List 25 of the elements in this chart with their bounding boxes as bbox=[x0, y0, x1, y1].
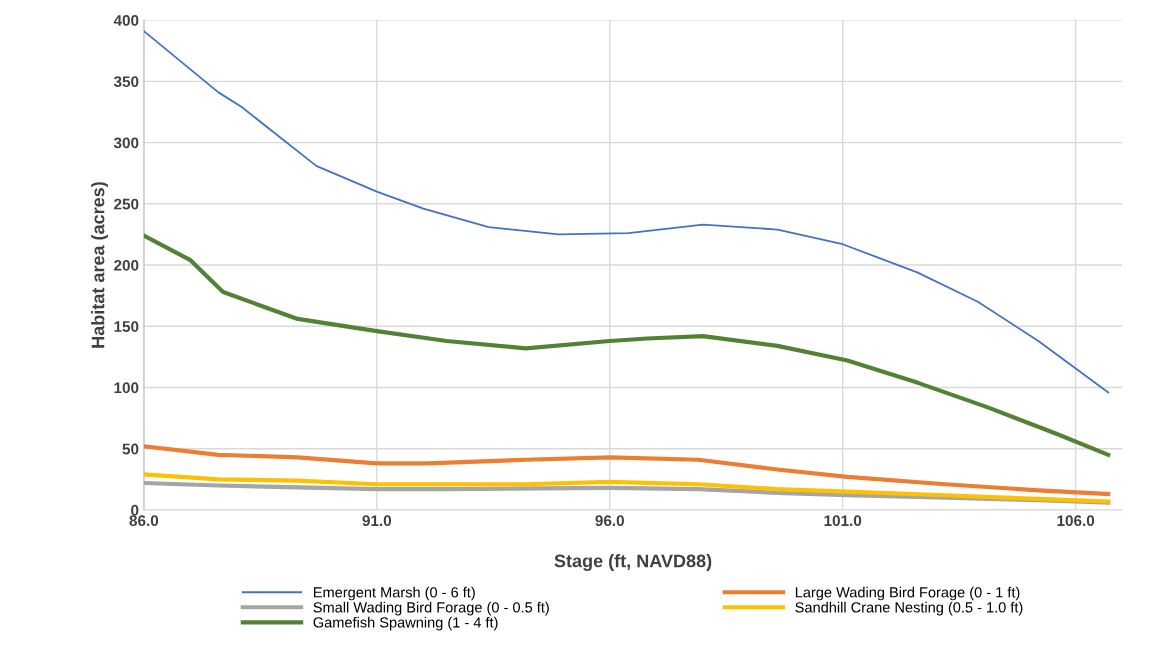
y-tick-label: 150 bbox=[114, 321, 139, 332]
line-series bbox=[143, 233, 1111, 457]
legend-label: Gamefish Spawning (1 - 4 ft) bbox=[313, 616, 498, 631]
x-tick-label: 101.0 bbox=[824, 515, 862, 527]
y-tick-label: 350 bbox=[113, 76, 139, 88]
y-tick-label: 400 bbox=[113, 15, 139, 26]
y-tick-label: 250 bbox=[114, 198, 139, 210]
y-tick-label: 100 bbox=[114, 382, 139, 394]
line-series bbox=[143, 444, 1111, 497]
x-tick-label: 96.0 bbox=[595, 515, 624, 527]
legend-label: Emergent Marsh (0 - 6 ft) bbox=[314, 586, 475, 601]
x-tick-label: 91.0 bbox=[362, 515, 392, 527]
line-series bbox=[143, 472, 1111, 504]
legend-label: Small Wading Bird Forage (0 - 0.5 ft) bbox=[313, 601, 549, 616]
legend-label: Large Wading Bird Forage (0 - 1 ft) bbox=[795, 586, 1020, 601]
line-series bbox=[143, 30, 1110, 394]
x-axis-title: Stage (ft, NAVD88) bbox=[554, 554, 712, 571]
x-tick-label: 106.0 bbox=[1057, 515, 1095, 527]
y-tick-label: 200 bbox=[114, 259, 139, 271]
y-tick-label: 0 bbox=[131, 504, 139, 516]
y-axis-title: Habitat area (acres) bbox=[91, 182, 108, 348]
y-tick-label: 50 bbox=[122, 443, 139, 455]
legend-label: Sandhill Crane Nesting (0.5 - 1.0 ft) bbox=[795, 601, 1023, 616]
y-tick-label: 300 bbox=[113, 137, 139, 149]
x-tick-label: 86.0 bbox=[129, 515, 159, 527]
